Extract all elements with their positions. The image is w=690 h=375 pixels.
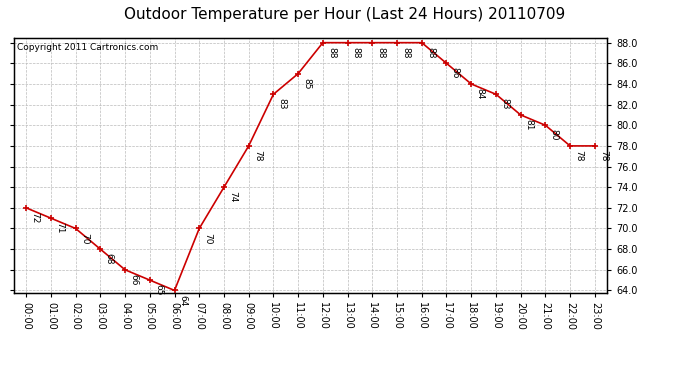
Text: 74: 74 xyxy=(228,191,237,203)
Text: 86: 86 xyxy=(451,68,460,79)
Text: 71: 71 xyxy=(55,222,64,234)
Text: 88: 88 xyxy=(377,47,386,58)
Text: 70: 70 xyxy=(80,232,89,244)
Text: 88: 88 xyxy=(327,47,336,58)
Text: 78: 78 xyxy=(599,150,608,162)
Text: 88: 88 xyxy=(401,47,410,58)
Text: Outdoor Temperature per Hour (Last 24 Hours) 20110709: Outdoor Temperature per Hour (Last 24 Ho… xyxy=(124,8,566,22)
Text: 81: 81 xyxy=(525,119,534,130)
Text: 88: 88 xyxy=(352,47,361,58)
Text: 78: 78 xyxy=(574,150,583,162)
Text: 64: 64 xyxy=(179,295,188,306)
Text: 80: 80 xyxy=(549,129,558,141)
Text: 84: 84 xyxy=(475,88,484,99)
Text: 70: 70 xyxy=(204,232,213,244)
Text: 66: 66 xyxy=(129,274,138,285)
Text: 78: 78 xyxy=(253,150,262,162)
Text: 83: 83 xyxy=(500,99,509,110)
Text: Copyright 2011 Cartronics.com: Copyright 2011 Cartronics.com xyxy=(17,43,158,52)
Text: 72: 72 xyxy=(30,212,39,223)
Text: 83: 83 xyxy=(277,99,286,110)
Text: 88: 88 xyxy=(426,47,435,58)
Text: 85: 85 xyxy=(302,78,311,89)
Text: 68: 68 xyxy=(104,253,113,265)
Text: 65: 65 xyxy=(154,284,163,296)
